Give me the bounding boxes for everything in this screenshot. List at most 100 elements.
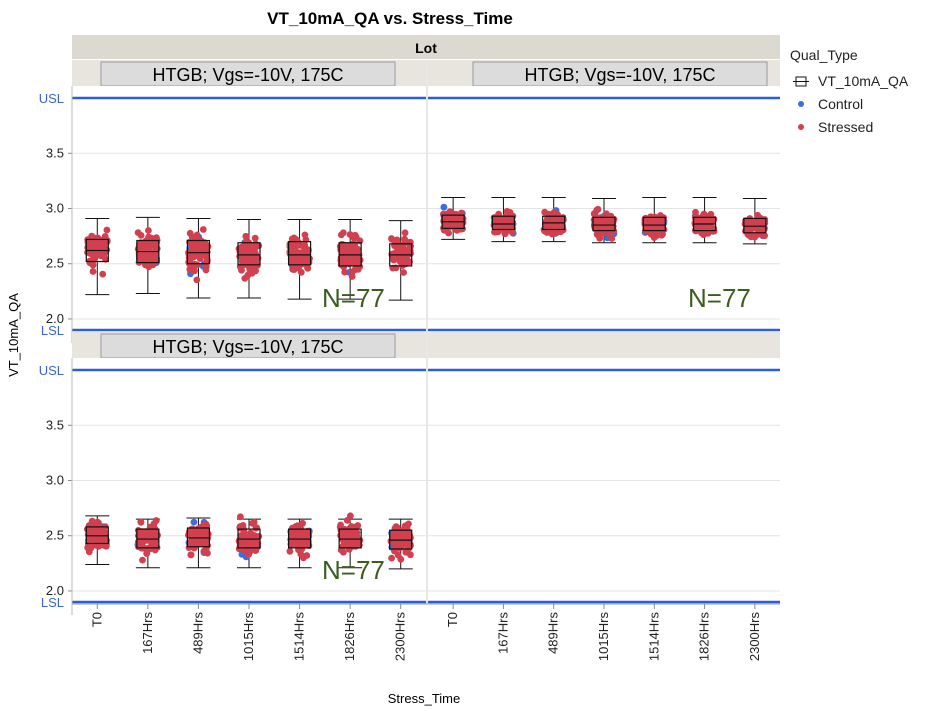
stressed-point (145, 227, 152, 234)
stressed-point (190, 544, 198, 552)
stressed-point (235, 245, 243, 253)
chart-title: VT_10mA_QA vs. Stress_Time (267, 9, 513, 28)
lsl-label: LSL (41, 323, 64, 338)
panel-label-box (100, 333, 396, 359)
control-point (190, 518, 198, 526)
stressed-point (94, 234, 102, 242)
box (592, 216, 616, 232)
stressed-point (148, 249, 156, 256)
stressed-point (658, 231, 666, 239)
y-tick-label: 2.0 (46, 311, 64, 326)
stressed-point (551, 226, 558, 234)
stressed-point (607, 217, 615, 225)
stressed-point (251, 234, 259, 242)
stressed-point (341, 268, 349, 276)
stressed-point (94, 518, 101, 526)
stressed-point (401, 235, 408, 243)
stressed-point (304, 264, 311, 271)
lsl-label: LSL (41, 595, 64, 610)
stressed-point (392, 523, 400, 530)
stressed-point (242, 256, 249, 263)
stressed-point (457, 225, 464, 233)
stressed-point (189, 527, 196, 534)
facet-panel: HTGB; Vgs=-10V, 175C 2.0 2.5 3.0 3.5 USL LSL N=… (39, 60, 426, 343)
stressed-point (704, 229, 712, 237)
x-tick-label: 167Hrs (140, 612, 155, 654)
stressed-point (398, 253, 406, 261)
panel-strip (428, 332, 780, 359)
stressed-point (202, 520, 210, 528)
stressed-point (99, 528, 106, 536)
stressed-point (142, 240, 150, 248)
stressed-point (193, 231, 201, 239)
y-tick-label: 2.5 (46, 256, 64, 271)
stressed-point (134, 229, 142, 237)
stressed-point (292, 523, 299, 531)
stressed-point (394, 248, 402, 256)
facet-panel: HTGB; Vgs=-10V, 175C 2.0 2.5 3.0 3.5 USL LSL N=… (39, 332, 426, 615)
stressed-point (446, 209, 454, 217)
stressed-point (186, 229, 194, 237)
y-tick-label: 3.0 (46, 201, 64, 216)
stressed-point (593, 206, 601, 214)
stressed-point (659, 217, 667, 225)
stressed-point (304, 248, 312, 256)
stressed-point (102, 535, 110, 543)
stressed-point (193, 276, 201, 284)
legend-dot-icon (798, 124, 804, 130)
box (237, 242, 261, 266)
panel-label: HTGB; Vgs=-10V, 175C (525, 65, 716, 85)
x-tick-label: T0 (89, 612, 104, 627)
stressed-point (187, 551, 195, 559)
stressed-point (507, 227, 515, 235)
stressed-point (89, 268, 97, 275)
stressed-point (142, 546, 150, 553)
facet-header-strip (72, 35, 780, 59)
x-tick-label: 1015Hrs (241, 612, 256, 662)
stressed-point (251, 539, 259, 547)
stressed-point (146, 260, 154, 268)
stressed-point (193, 261, 201, 269)
stressed-point (247, 529, 255, 537)
stressed-point (154, 531, 162, 539)
stressed-point (553, 220, 561, 228)
n-label: N=77 (322, 555, 385, 585)
stressed-point (343, 517, 351, 524)
usl-label: USL (39, 91, 64, 106)
plot-area (72, 358, 426, 615)
box (287, 241, 312, 266)
stressed-point (139, 556, 146, 564)
stressed-point (88, 232, 96, 240)
stressed-point (337, 231, 345, 239)
stressed-point (594, 231, 602, 239)
stressed-point (394, 551, 402, 559)
stressed-point (747, 219, 754, 226)
stressed-point (289, 265, 297, 273)
stressed-point (297, 268, 305, 276)
stressed-point (242, 232, 250, 240)
stressed-point (151, 541, 159, 548)
stressed-point (387, 537, 395, 545)
x-tick-label: 489Hrs (546, 612, 561, 654)
stressed-point (348, 241, 356, 249)
x-tick-label: 167Hrs (495, 612, 510, 654)
stressed-point (100, 240, 108, 248)
stressed-point (353, 248, 361, 256)
panel-label: HTGB; Vgs=-10V, 175C (153, 337, 344, 357)
stressed-point (608, 235, 616, 242)
x-tick-label: 2300Hrs (747, 612, 762, 662)
stressed-point (89, 541, 96, 548)
x-tick-label: 1826Hrs (342, 612, 357, 662)
stressed-point (393, 236, 401, 244)
x-tick-label: 1514Hrs (646, 612, 661, 662)
stressed-point (398, 259, 405, 267)
stressed-point (85, 548, 93, 556)
y-tick-label: 2.0 (46, 583, 64, 598)
stressed-point (590, 216, 598, 224)
stressed-point (101, 233, 109, 240)
stressed-point (647, 220, 655, 228)
stressed-point (349, 536, 357, 544)
stressed-point (202, 250, 210, 258)
stressed-point (496, 217, 504, 225)
